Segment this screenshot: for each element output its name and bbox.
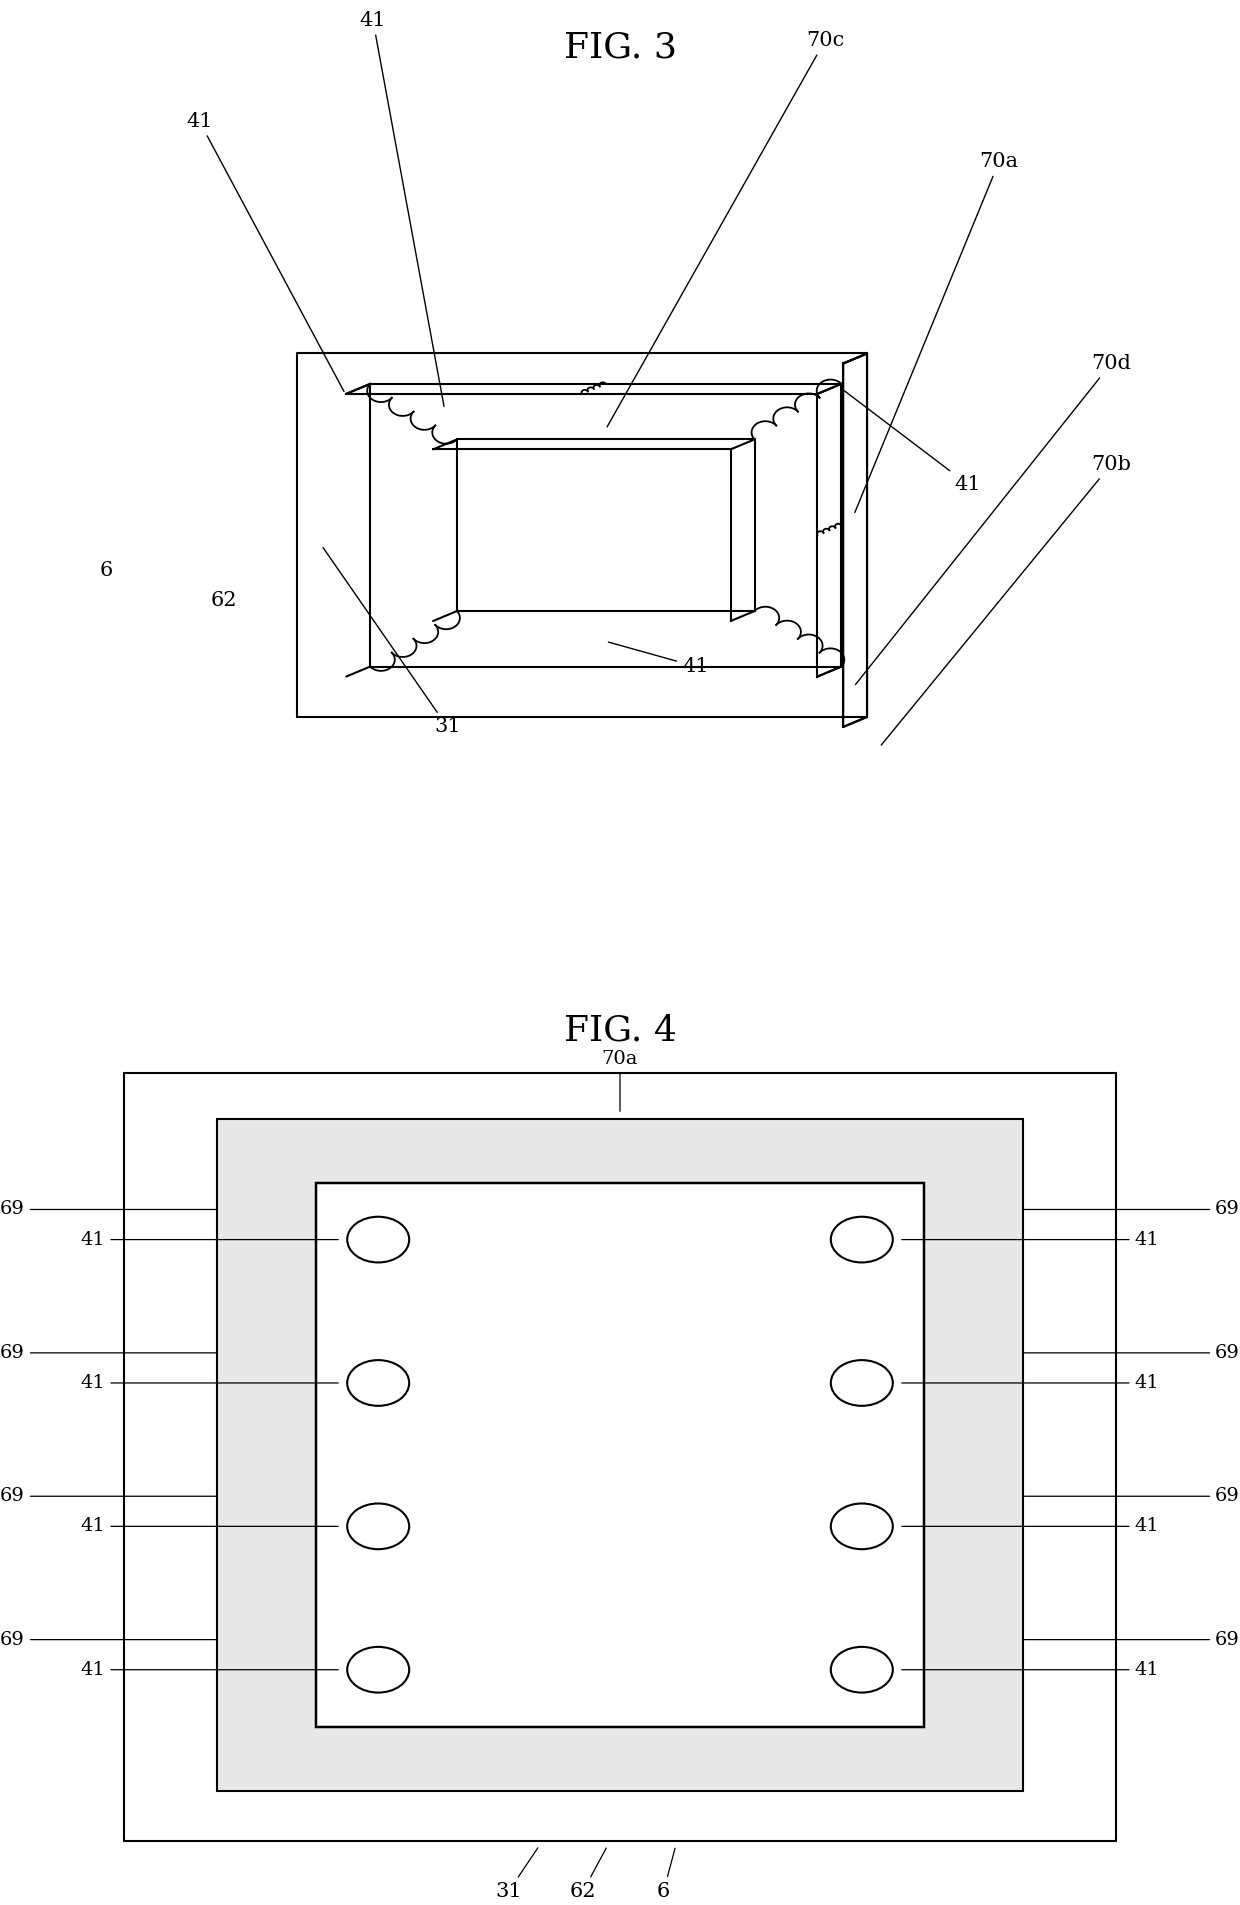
Bar [124,1073,1116,1840]
Text: 69: 69 [0,1200,217,1219]
Text: 70b: 70b [882,455,1131,745]
Text: 69: 69 [0,1343,217,1362]
Text: 41: 41 [901,1661,1159,1678]
Text: 6: 6 [657,1848,675,1901]
Text: 69: 69 [0,1631,217,1648]
Text: 41: 41 [81,1661,339,1678]
Text: 41: 41 [186,112,343,392]
Text: 70a: 70a [854,152,1018,512]
Text: 41: 41 [901,1231,1159,1248]
Circle shape [347,1503,409,1549]
Circle shape [831,1646,893,1692]
Text: 69: 69 [1023,1631,1240,1648]
Text: 31: 31 [324,547,461,737]
Text: FIG. 4: FIG. 4 [563,1013,677,1048]
Circle shape [347,1360,409,1406]
Text: 70d: 70d [856,354,1131,684]
Circle shape [347,1646,409,1692]
Circle shape [347,1217,409,1263]
Circle shape [831,1360,893,1406]
Text: 41: 41 [609,642,708,676]
Text: 69: 69 [1023,1488,1240,1505]
Bar [217,1118,1023,1791]
Circle shape [831,1503,893,1549]
Text: 62: 62 [569,1848,606,1901]
Text: 69: 69 [1023,1200,1240,1219]
Text: 6: 6 [99,560,113,579]
Text: 62: 62 [211,591,237,610]
Text: 41: 41 [901,1518,1159,1535]
Text: FIG. 3: FIG. 3 [563,30,677,65]
Text: 41: 41 [360,11,444,406]
Text: 41: 41 [81,1518,339,1535]
Text: 41: 41 [901,1374,1159,1393]
Text: 69: 69 [0,1488,217,1505]
Circle shape [831,1217,893,1263]
Text: 41: 41 [844,391,981,493]
Text: 31: 31 [495,1848,538,1901]
Text: 70c: 70c [608,30,844,427]
Text: 41: 41 [81,1374,339,1393]
Text: 69: 69 [1023,1343,1240,1362]
Text: 41: 41 [81,1231,339,1248]
Text: 70a: 70a [601,1050,639,1111]
Bar [316,1183,924,1726]
